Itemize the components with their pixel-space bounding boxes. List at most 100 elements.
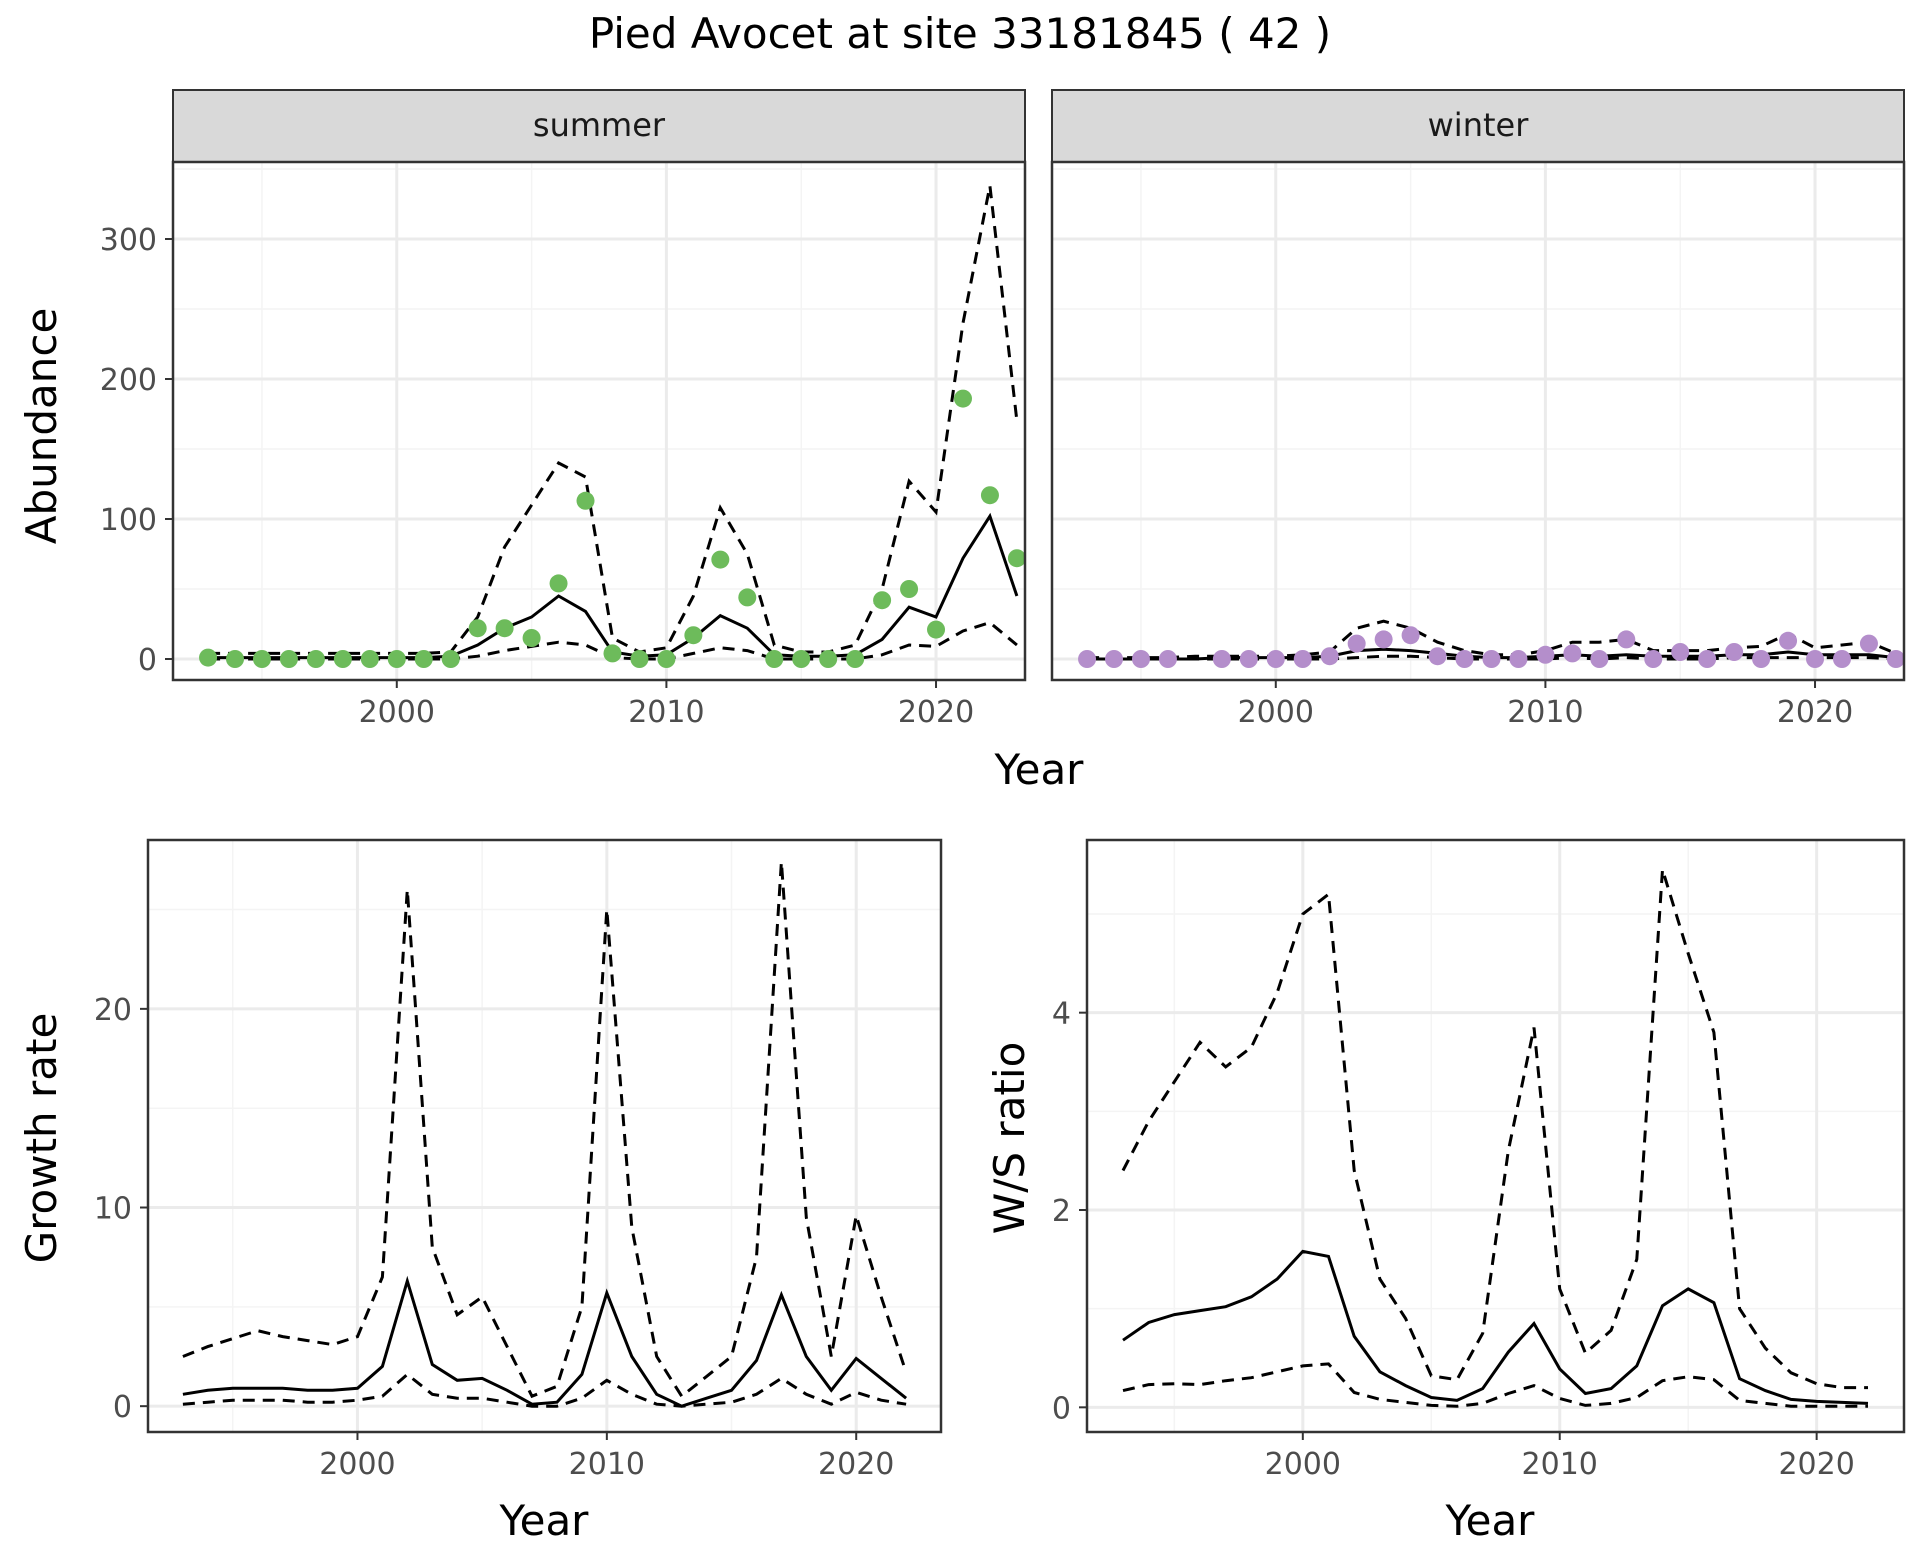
plot-background [148, 840, 941, 1432]
growth-rate-panel: 2000 2010 2020 0 10 20 [94, 838, 943, 1482]
observed-point [657, 650, 676, 668]
observed-point [1105, 650, 1124, 668]
observed-point [1158, 650, 1177, 668]
x-tick-label: 2020 [818, 1447, 894, 1482]
observed-point [495, 619, 514, 638]
observed-point [953, 389, 972, 408]
observed-point [333, 650, 352, 668]
observed-point [630, 650, 649, 668]
observed-point [1239, 650, 1258, 668]
observed-point [980, 486, 999, 505]
observed-point [1779, 631, 1798, 650]
strip-summer-bg [172, 89, 1026, 163]
growth-y-axis-label: Growth rate [17, 1013, 66, 1264]
x-tick-label: 2010 [1522, 1447, 1598, 1482]
figure-title: Pied Avocet at site 33181845 ( 42 ) [589, 9, 1331, 58]
lower-ci-line [182, 1372, 907, 1408]
ws-ratio-panel: 2000 2010 2020 0 2 4 [1052, 838, 1906, 1482]
observed-point [1347, 634, 1366, 653]
observed-point [684, 626, 703, 645]
x-tick-label: 2000 [319, 1447, 395, 1482]
observed-point [1482, 650, 1501, 668]
x-tick-label: 2000 [1265, 1447, 1341, 1482]
lower-ci-line [1122, 1362, 1868, 1408]
observed-point [1078, 650, 1097, 668]
y-tick-label: 2 [1052, 1194, 1071, 1229]
observed-point [387, 650, 406, 668]
observed-point [360, 650, 379, 668]
y-tick-label: 0 [138, 643, 157, 678]
abundance-x-axis-label: Year [994, 745, 1085, 794]
observed-point [1832, 650, 1851, 668]
observed-point [1428, 647, 1447, 666]
y-tick-label: 20 [94, 993, 132, 1028]
strip-winter-bg [1051, 89, 1905, 163]
observed-point [1590, 650, 1609, 668]
observed-point [792, 650, 811, 668]
observed-point [1617, 630, 1636, 649]
upper-ci-line [1121, 869, 1868, 1390]
observed-point [603, 644, 622, 663]
observed-point [1374, 630, 1393, 649]
plot-background [1052, 162, 1904, 680]
ws-x-axis-label: Year [1445, 1496, 1536, 1545]
observed-point [1131, 650, 1150, 668]
panel-border [171, 160, 1027, 682]
panel-border [146, 838, 943, 1434]
observed-point [1266, 650, 1285, 668]
observed-point [1859, 634, 1878, 653]
observed-point [1752, 650, 1771, 668]
y-tick-label: 10 [94, 1192, 132, 1227]
observed-point [468, 619, 487, 638]
abundance-summer-panel: 2000 2010 2020 0 100 200 300 [100, 160, 1027, 730]
panel-border [1085, 838, 1906, 1434]
observed-point [1725, 643, 1744, 661]
observed-point [1563, 644, 1582, 663]
x-tick-label: 2020 [898, 695, 974, 730]
observed-point [414, 650, 433, 668]
observed-point [1007, 549, 1026, 568]
y-tick-label: 0 [1052, 1391, 1071, 1426]
observed-point [252, 650, 271, 668]
observed-point [199, 648, 218, 667]
observed-point [738, 588, 757, 607]
x-tick-label: 2010 [1507, 695, 1583, 730]
x-tick-label: 2010 [569, 1447, 645, 1482]
x-tick-label: 2000 [1238, 695, 1314, 730]
plot-background [1087, 840, 1904, 1432]
y-tick-label: 100 [100, 503, 157, 538]
observed-point [1320, 647, 1339, 666]
abundance-winter-panel: 2000 2010 2020 [1050, 160, 1906, 730]
observed-point [1401, 626, 1420, 645]
observed-point [1644, 650, 1663, 668]
observed-point [711, 550, 730, 569]
observed-point [1509, 650, 1528, 668]
growth-x-axis-label: Year [499, 1496, 590, 1545]
mean-line [182, 1275, 908, 1408]
observed-point [765, 650, 784, 668]
observed-point [846, 650, 865, 668]
observed-point [1455, 650, 1474, 668]
observed-point [819, 650, 838, 668]
observed-point [1671, 643, 1690, 661]
observed-point [306, 650, 325, 668]
y-tick-label: 0 [113, 1390, 132, 1425]
observed-point [441, 650, 460, 668]
observed-point [873, 591, 892, 610]
observed-point [1886, 650, 1905, 668]
strip-summer-label: summer [533, 106, 666, 144]
observed-point [1536, 645, 1555, 664]
observed-point [226, 650, 245, 668]
ws-y-axis-label: W/S ratio [985, 1042, 1034, 1235]
x-tick-label: 2020 [1778, 1447, 1854, 1482]
observed-point [900, 580, 919, 598]
observed-point [1806, 650, 1825, 668]
observed-point [1293, 650, 1312, 668]
upper-ci-line [182, 861, 908, 1399]
observed-point [549, 574, 568, 593]
mean-line [1122, 1249, 1869, 1405]
x-tick-label: 2010 [628, 695, 704, 730]
observed-point [279, 650, 298, 668]
